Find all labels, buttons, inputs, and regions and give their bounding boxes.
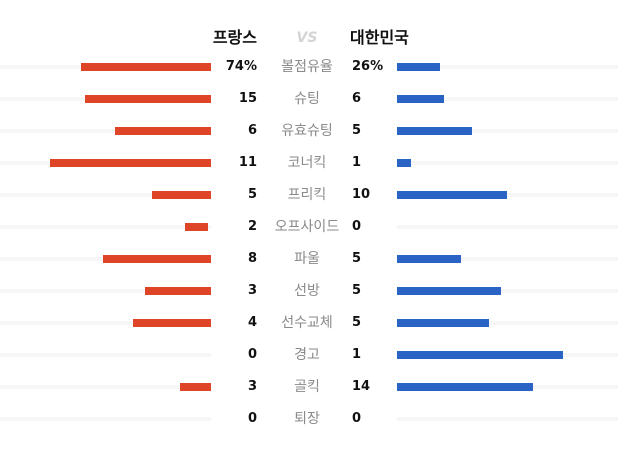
stat-row: 6 유효슈팅 5 xyxy=(0,115,618,147)
away-stat-value: 0 xyxy=(352,219,362,234)
stat-row: 8 파울 5 xyxy=(0,243,618,275)
away-stat-value: 0 xyxy=(352,411,362,426)
home-stat-value: 0 xyxy=(247,347,257,362)
vs-label: VS xyxy=(296,30,318,46)
home-stat-value: 11 xyxy=(238,155,257,170)
away-team-name: 대한민국 xyxy=(350,28,409,47)
stat-row: 0 퇴장 0 xyxy=(0,403,618,435)
home-team-name: 프랑스 xyxy=(212,28,257,47)
away-stat-value: 10 xyxy=(352,187,371,202)
away-bar-track xyxy=(397,289,618,293)
away-stat-bar xyxy=(397,95,444,103)
home-stat-value: 74% xyxy=(225,59,257,74)
stat-row: 4 선수교체 5 xyxy=(0,307,618,339)
stat-label: 볼점유율 xyxy=(281,59,333,75)
away-bar-track xyxy=(397,193,618,197)
home-stat-bar xyxy=(152,191,211,199)
away-bar-track xyxy=(397,65,618,69)
away-stat-bar xyxy=(397,127,472,135)
match-header: 프랑스 VS 대한민국 xyxy=(0,24,618,52)
home-stat-bar xyxy=(180,383,211,391)
home-bar-track xyxy=(0,129,211,133)
away-stat-bar xyxy=(397,159,411,167)
away-bar-track xyxy=(397,161,618,165)
stat-label: 파울 xyxy=(294,251,320,267)
away-stat-value: 26% xyxy=(352,59,384,74)
stat-row: 15 슈팅 6 xyxy=(0,83,618,115)
away-stat-bar xyxy=(397,383,533,391)
home-stat-value: 4 xyxy=(247,315,257,330)
home-stat-bar xyxy=(185,223,208,231)
away-stat-bar xyxy=(397,351,563,359)
home-stat-value: 3 xyxy=(247,283,257,298)
home-stat-bar xyxy=(145,287,211,295)
home-stat-bar xyxy=(115,127,211,135)
stat-label: 골킥 xyxy=(294,379,320,395)
home-bar-track xyxy=(0,385,211,389)
home-bar-track xyxy=(0,289,211,293)
away-stat-value: 5 xyxy=(352,315,362,330)
away-stat-value: 5 xyxy=(352,251,362,266)
away-stat-bar xyxy=(397,191,507,199)
away-stat-bar xyxy=(397,287,501,295)
stat-label: 슈팅 xyxy=(294,91,320,107)
home-bar-track xyxy=(0,321,211,325)
stat-row: 5 프리킥 10 xyxy=(0,179,618,211)
home-stat-bar xyxy=(85,95,211,103)
stat-label: 프리킥 xyxy=(287,187,327,203)
stats-table: 74% 볼점유율 26% 15 슈팅 6 6 유효슈팅 5 11 코너킥 1 5 프리킥 10 2 오프사이드 0… xyxy=(0,51,618,435)
away-stat-bar xyxy=(397,255,461,263)
away-stat-value: 5 xyxy=(352,123,362,138)
away-bar-track xyxy=(397,417,618,421)
home-stat-value: 3 xyxy=(247,379,257,394)
away-stat-value: 6 xyxy=(352,91,362,106)
stat-row: 3 골킥 14 xyxy=(0,371,618,403)
away-stat-value: 5 xyxy=(352,283,362,298)
stat-row: 3 선방 5 xyxy=(0,275,618,307)
stat-label: 선방 xyxy=(294,283,320,299)
away-bar-track xyxy=(397,257,618,261)
home-bar-track xyxy=(0,417,211,421)
away-stat-value: 1 xyxy=(352,347,362,362)
stat-row: 0 경고 1 xyxy=(0,339,618,371)
home-stat-value: 8 xyxy=(247,251,257,266)
away-stat-bar xyxy=(397,63,440,71)
home-stat-value: 6 xyxy=(247,123,257,138)
away-bar-track xyxy=(397,97,618,101)
stat-label: 선수교체 xyxy=(281,315,333,331)
home-stat-bar xyxy=(50,159,211,167)
home-bar-track xyxy=(0,225,211,229)
stat-label: 오프사이드 xyxy=(274,219,340,235)
home-stat-bar xyxy=(133,319,211,327)
stat-row: 11 코너킥 1 xyxy=(0,147,618,179)
away-stat-value: 1 xyxy=(352,155,362,170)
home-bar-track xyxy=(0,353,211,357)
away-stat-bar xyxy=(397,319,489,327)
home-stat-value: 0 xyxy=(247,411,257,426)
away-stat-value: 14 xyxy=(352,379,371,394)
home-stat-value: 5 xyxy=(247,187,257,202)
stat-label: 경고 xyxy=(294,347,320,363)
home-stat-bar xyxy=(81,63,211,71)
stat-row: 2 오프사이드 0 xyxy=(0,211,618,243)
stat-row: 74% 볼점유율 26% xyxy=(0,51,618,83)
stat-label: 코너킥 xyxy=(287,155,327,171)
stat-label: 퇴장 xyxy=(294,411,320,427)
away-bar-track xyxy=(397,321,618,325)
stat-label: 유효슈팅 xyxy=(281,123,333,139)
home-bar-track xyxy=(0,193,211,197)
home-stat-value: 15 xyxy=(238,91,257,106)
home-stat-bar xyxy=(103,255,211,263)
away-bar-track xyxy=(397,129,618,133)
home-stat-value: 2 xyxy=(247,219,257,234)
away-bar-track xyxy=(397,225,618,229)
